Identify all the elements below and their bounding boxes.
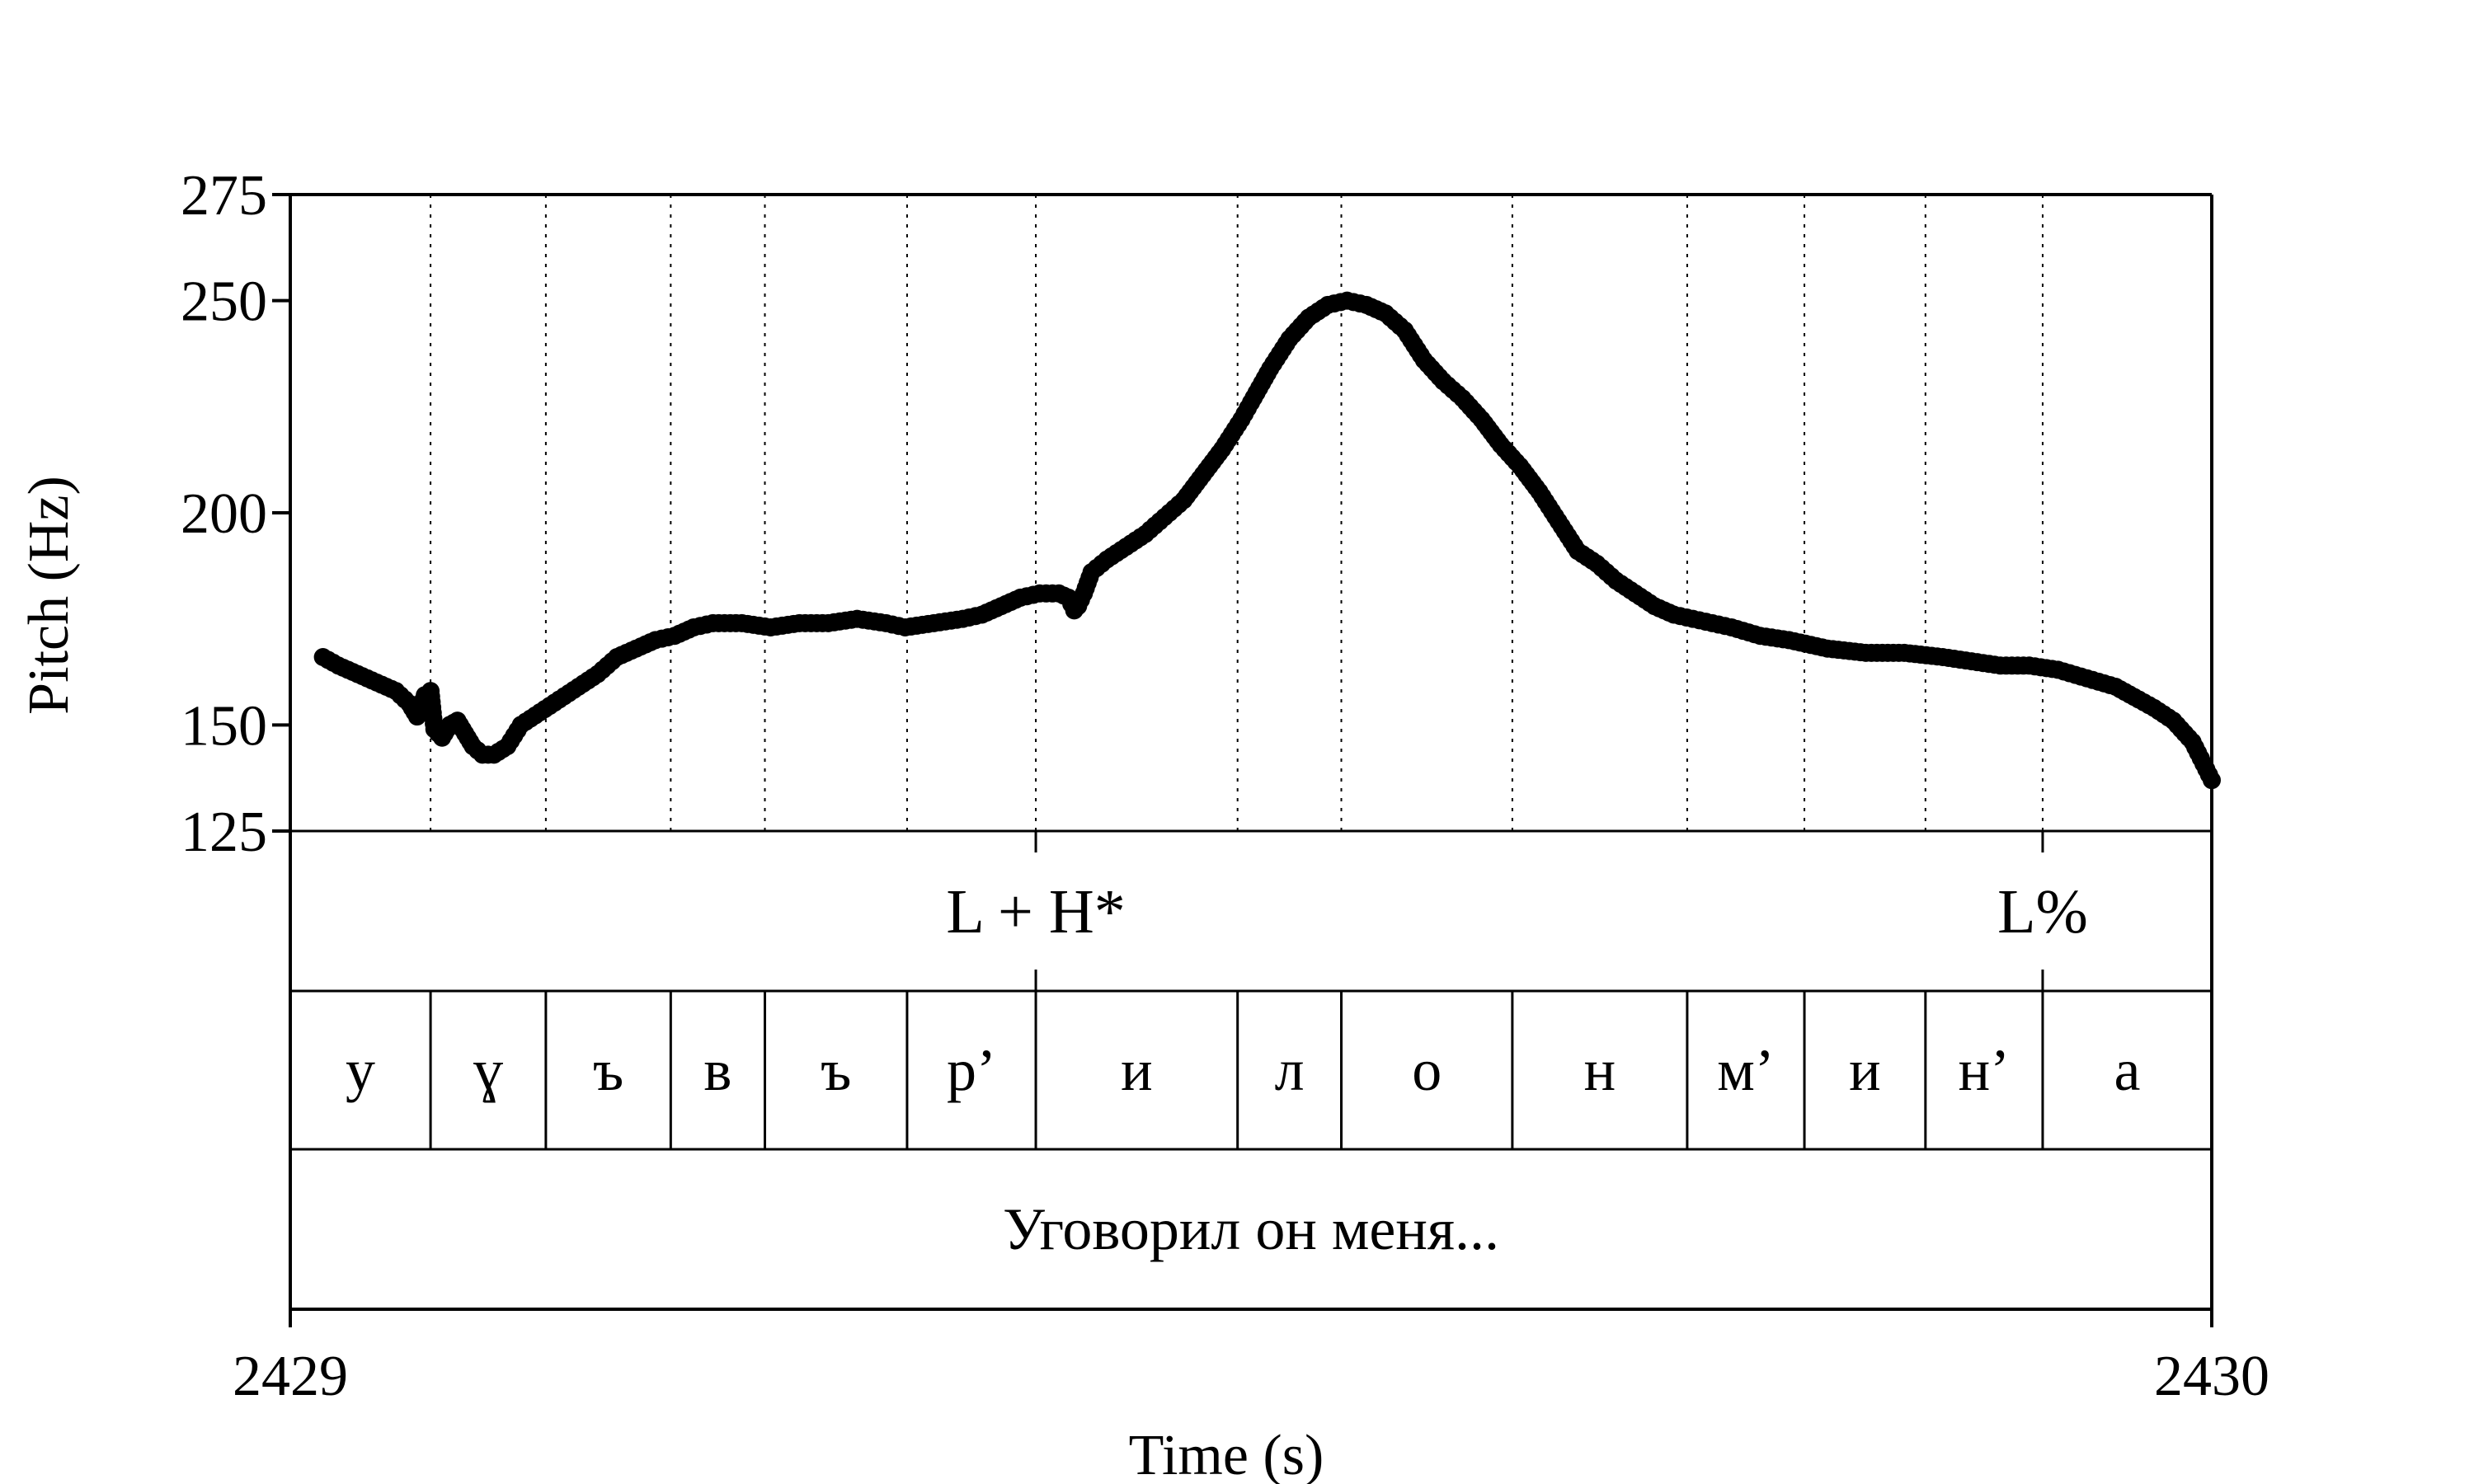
segment-label: ъ (593, 1037, 623, 1103)
segment-label: ъ (821, 1037, 851, 1103)
y-tick-label: 200 (181, 482, 267, 546)
segment-label: в (703, 1037, 731, 1103)
segment-label: н’ (1959, 1037, 2011, 1103)
chart-labels: Pitch (Hz) Time (s) Уговорил он меня... … (17, 164, 2269, 1484)
segment-label: н (1584, 1037, 1616, 1103)
x-tick-label: 2430 (2154, 1345, 2269, 1408)
tone-label: L% (1997, 877, 2088, 946)
tone-label: L + H* (946, 877, 1125, 946)
y-tick-label: 250 (181, 270, 267, 334)
pitch-points (313, 291, 2221, 790)
segment-label: ɣ (473, 1037, 503, 1103)
segment-label: у (346, 1037, 375, 1103)
y-tick-label: 150 (181, 694, 267, 758)
y-axis-title: Pitch (Hz) (17, 476, 81, 715)
segment-label: р’ (947, 1037, 996, 1103)
segment-label: л (1275, 1037, 1305, 1103)
y-tick-label: 125 (181, 801, 267, 864)
segment-label: м’ (1717, 1037, 1775, 1103)
segment-gridlines (430, 195, 2044, 831)
segment-label: и (1849, 1037, 1881, 1103)
plot-frame (272, 193, 2213, 1327)
x-tick-label: 2429 (233, 1345, 348, 1408)
segment-label: а (2114, 1037, 2140, 1103)
segment-label: о (1412, 1037, 1442, 1103)
sentence-label: Уговорил он меня... (1003, 1196, 1499, 1262)
segment-label: и (1121, 1037, 1153, 1103)
y-tick-label: 275 (181, 164, 267, 228)
x-axis-title: Time (s) (1129, 1424, 1324, 1484)
